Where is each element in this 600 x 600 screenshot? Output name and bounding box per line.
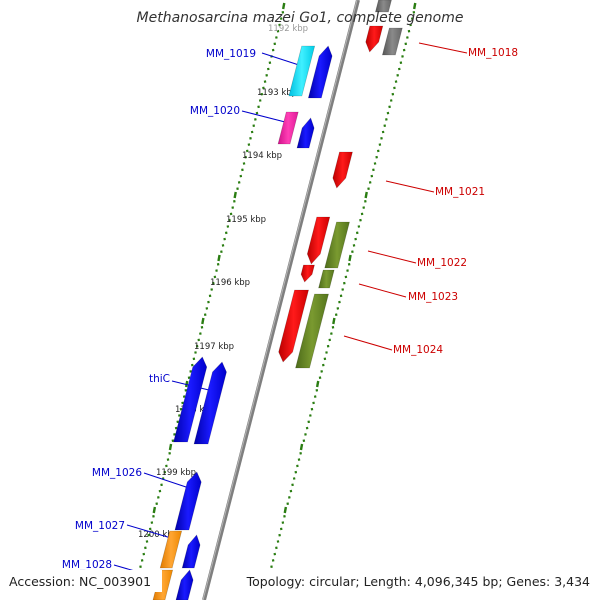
major-tick (332, 317, 336, 325)
gene-arrow-mm1020-cds (277, 111, 299, 145)
gene-label-thic[interactable]: thiC (149, 373, 170, 385)
gene-features (152, 0, 403, 600)
gene-arrow-mm1022-cds (324, 221, 350, 269)
major-tick (348, 254, 352, 262)
gene-arrow-mm1021 (332, 151, 353, 189)
kbp-label: 1193 kbp (257, 88, 297, 98)
major-tick (168, 443, 173, 451)
gene-arrow-top-partial (375, 0, 392, 13)
gene-arrow-mm1018 (365, 25, 384, 53)
gene-label-mm1019[interactable]: MM_1019 (206, 48, 256, 60)
gene-label-mm1026[interactable]: MM_1026 (92, 467, 142, 479)
gene-label-mm1020[interactable]: MM_1020 (190, 105, 240, 117)
map-title: Methanosarcina mazei Go1, complete genom… (137, 10, 464, 26)
gene-label-mm1023[interactable]: MM_1023 (408, 291, 458, 303)
kbp-label: 1196 kbp (210, 278, 250, 288)
gene-arrow-mm1018-cds (381, 27, 403, 56)
genome-axis-highlight (202, 0, 358, 600)
major-tick (315, 380, 320, 388)
topology-backdrop (256, 570, 596, 592)
gene-arrow-mm1028 (175, 569, 194, 600)
gene-arrow-thic-2 (173, 356, 208, 443)
reverse-leader-lines (343, 42, 468, 351)
kbp-label: 1197 kbp (194, 342, 234, 352)
gene-arrow-mm1026 (174, 471, 202, 531)
gene-label-mm1021[interactable]: MM_1021 (435, 186, 485, 198)
kbp-label: 1200 kbp (138, 530, 178, 540)
tick-track-right (270, 2, 417, 568)
gene-arrow-thic (193, 361, 227, 445)
genome-axis (202, 0, 360, 600)
gene-arrow-mm1027-cds (159, 530, 183, 569)
accession-backdrop (2, 570, 162, 592)
gene-label-mm1028[interactable]: MM_1028 (62, 559, 112, 571)
major-tick (364, 191, 368, 199)
kbp-label: 1199 kbp (156, 468, 196, 478)
major-tick (412, 2, 417, 10)
gene-arrow-mm1019-cds (288, 45, 316, 97)
kbp-label: 1192 kbp (268, 24, 308, 34)
kbp-label: 1194 kbp (242, 151, 282, 161)
gene-label-mm1018[interactable]: MM_1018 (468, 47, 518, 59)
gene-arrow-mm1019 (307, 45, 333, 99)
gene-arrow-mm1023-cds (318, 269, 335, 289)
topology-text: Topology: circular; Length: 4,096,345 bp… (246, 574, 590, 589)
major-tick (184, 380, 189, 388)
accession-text: Accession: NC_003901 (9, 574, 151, 589)
forward-leader-lines (113, 52, 303, 579)
major-tick (233, 191, 237, 199)
gene-label-mm1024[interactable]: MM_1024 (393, 344, 443, 356)
forward-gene-labels: MM_1019 MM_1020 thiC MM_1026 MM_1027 MM_… (62, 48, 256, 571)
major-tick (299, 443, 304, 451)
kbp-label: 1195 kbp (226, 215, 266, 225)
major-tick (152, 506, 157, 514)
gene-arrow-mm1022 (306, 216, 331, 265)
major-tick (281, 2, 286, 10)
kbp-tick-labels: 1192 kbp 1193 kbp 1194 kbp 1195 kbp 1196… (138, 24, 308, 540)
gene-arrow-mm1027 (181, 534, 201, 569)
tick-track-left (139, 2, 286, 568)
major-tick (283, 506, 288, 514)
major-tick (217, 254, 221, 262)
gene-arrow-mm1024 (278, 289, 309, 363)
gene-arrow-mm1023 (300, 264, 315, 283)
reverse-gene-labels: MM_1018 MM_1021 MM_1022 MM_1023 MM_1024 (393, 47, 518, 356)
major-tick (201, 317, 205, 325)
gene-arrow-mm1024-cds (295, 293, 329, 369)
gene-label-mm1022[interactable]: MM_1022 (417, 257, 467, 269)
gene-arrow-mm1020 (296, 117, 315, 149)
gene-label-mm1027[interactable]: MM_1027 (75, 520, 125, 532)
